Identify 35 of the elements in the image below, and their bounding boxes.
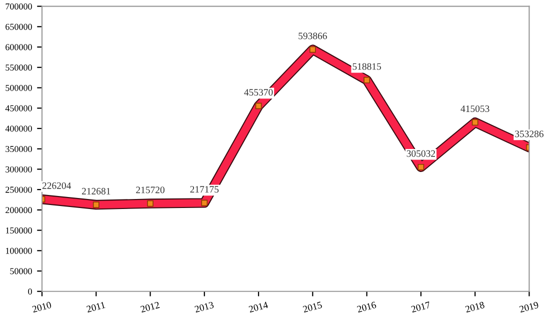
y-tick-label: 50000 xyxy=(10,268,32,274)
x-tick-label: 2011 xyxy=(86,302,106,313)
data-label: 353286 xyxy=(515,130,544,138)
x-tick-label: 2013 xyxy=(194,301,214,313)
x-tick-label: 2017 xyxy=(410,301,431,313)
y-tick-label: 0 xyxy=(28,288,32,295)
x-tick-label: 2014 xyxy=(248,301,268,313)
data-label: 226204 xyxy=(42,182,72,189)
data-label: 518815 xyxy=(352,63,382,70)
x-tick-label: 2018 xyxy=(465,301,485,313)
x-tick-label: 2016 xyxy=(356,301,377,313)
data-label: 455370 xyxy=(244,89,273,96)
y-tick-label: 150000 xyxy=(6,227,32,234)
y-tick-label: 500000 xyxy=(6,84,32,91)
y-tick-label: 600000 xyxy=(6,44,32,50)
y-tick-label: 350000 xyxy=(6,146,32,152)
data-label: 593866 xyxy=(298,32,327,40)
x-tick-label: 2012 xyxy=(140,302,160,313)
data-label: 305032 xyxy=(406,150,435,157)
y-tick-label: 450000 xyxy=(5,105,32,112)
y-tick-label: 100000 xyxy=(6,248,32,254)
y-tick-label: 650000 xyxy=(6,24,32,30)
x-tick-label: 2015 xyxy=(302,301,322,313)
x-tick-label: 2010 xyxy=(32,301,52,313)
data-label: 415053 xyxy=(460,105,490,112)
y-tick-label: 400000 xyxy=(5,126,32,132)
data-label: 217175 xyxy=(190,186,219,193)
y-tick-label: 250000 xyxy=(6,186,32,193)
data-label: 212681 xyxy=(82,188,110,194)
y-tick-label: 200000 xyxy=(6,207,32,214)
data-label: 215720 xyxy=(136,186,164,194)
y-tick-label: 700000 xyxy=(6,3,32,10)
y-tick-label: 300000 xyxy=(6,166,32,172)
x-tick-label: 2019 xyxy=(519,301,539,313)
y-tick-label: 550000 xyxy=(6,64,32,71)
